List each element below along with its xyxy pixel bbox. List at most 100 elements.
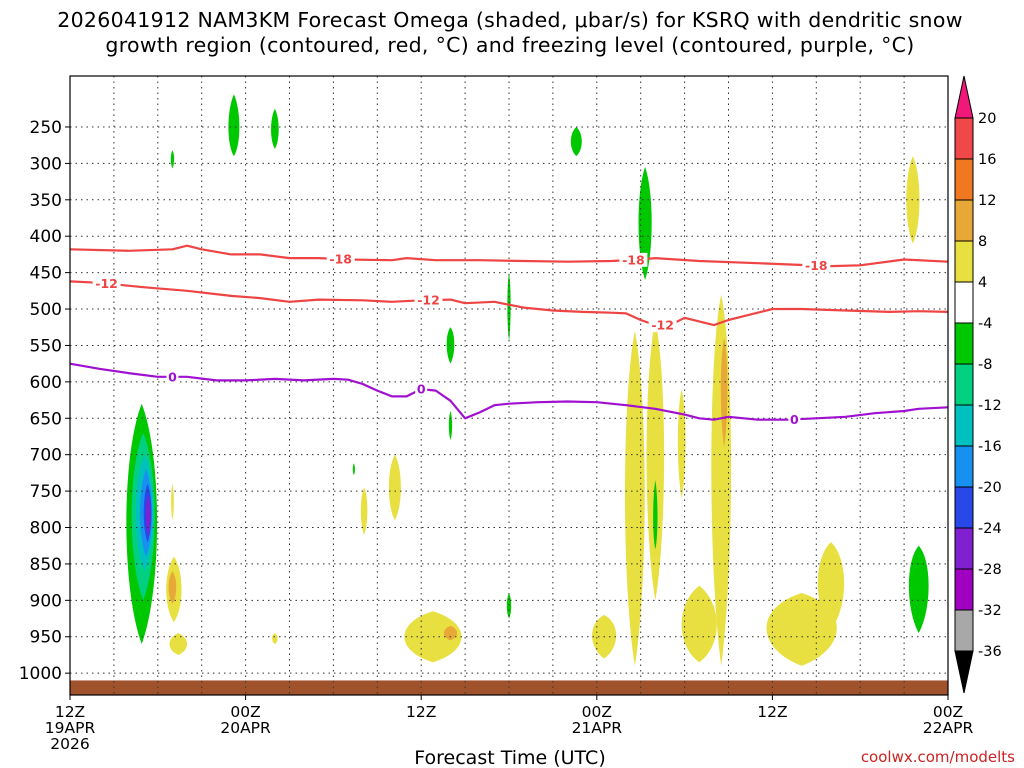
y-tick-label: 450 — [30, 264, 62, 284]
contour-label: 0 — [168, 369, 177, 384]
plot-frame — [69, 75, 949, 696]
omega-region-9 — [352, 463, 355, 476]
omega-region-24 — [443, 625, 458, 641]
colorbar-tick-label: 16 — [978, 152, 996, 168]
colorbar: 20 16 12 8 4 -4 -8 -12 -16 -20 -24 -28 -32 -36 — [954, 75, 1002, 694]
y-tick-label: 800 — [30, 519, 62, 539]
contour-label-bg — [166, 369, 179, 384]
contour-label-bg — [619, 252, 648, 267]
y-tick-label: 650 — [30, 409, 62, 429]
colorbar-tick-label: 8 — [978, 234, 987, 250]
omega-region-21 — [360, 487, 368, 535]
x-tick-label: 12Z — [406, 703, 436, 721]
colorbar-box — [954, 445, 974, 488]
omega-region-3 — [570, 126, 582, 157]
omega-region-30 — [677, 389, 686, 499]
colorbar-box — [954, 363, 974, 406]
omega-region-15 — [146, 494, 151, 535]
colorbar-tick-label: -12 — [978, 398, 1002, 414]
x-tick-label: 2026 — [50, 735, 89, 753]
omega-region-22 — [388, 454, 401, 521]
contour-label-bg — [92, 276, 121, 291]
y-tick-label: 950 — [30, 628, 62, 648]
omega-region-32 — [720, 338, 728, 448]
colorbar-box — [954, 158, 974, 201]
omega-region-25 — [506, 593, 512, 619]
omega-region-23 — [404, 611, 462, 663]
colorbar-tick-label: -28 — [978, 562, 1002, 578]
x-tick-label: 21APR — [572, 719, 623, 737]
y-tick-label: 350 — [30, 191, 62, 211]
contour-label: 0 — [417, 382, 426, 397]
contour-label: -18 — [622, 252, 645, 267]
chart-title-line1: 2026041912 NAM3KM Forecast Omega (shaded… — [57, 8, 963, 32]
contour-label: -18 — [329, 252, 352, 267]
omega-region-33 — [681, 585, 717, 663]
omega-region-18 — [169, 633, 188, 655]
x-tick-label: 00Z — [230, 703, 260, 721]
contour-label-bg — [788, 412, 801, 427]
colorbar-box — [954, 240, 974, 283]
omega-region-0 — [228, 94, 240, 157]
colorbar-box — [954, 117, 974, 160]
gridlines — [69, 76, 949, 695]
omega-region-4 — [638, 167, 652, 280]
y-tick-label: 1000 — [19, 664, 62, 684]
x-tick-label: 19APR — [45, 719, 96, 737]
contour-label-bg — [648, 318, 677, 333]
y-tick-label: 600 — [30, 373, 62, 393]
contour-line-1 — [69, 280, 949, 327]
colorbar-tick-label: -4 — [978, 316, 992, 332]
contour-label: -12 — [95, 276, 118, 291]
colorbar-tick-label: -32 — [978, 603, 1002, 619]
colorbar-tick-label: -16 — [978, 439, 1002, 455]
omega-region-2 — [170, 150, 175, 169]
omega-region-27 — [646, 319, 665, 601]
colorbar-box — [954, 568, 974, 611]
colorbar-tick-label: 12 — [978, 193, 996, 209]
omega-region-17 — [168, 571, 177, 604]
x-tick-label: 20APR — [220, 719, 271, 737]
colorbar-top-triangle — [954, 75, 974, 119]
y-tick-label: 300 — [30, 154, 62, 174]
contour-line-2 — [69, 362, 949, 421]
y-tick-label: 750 — [30, 482, 62, 502]
colorbar-tick-label: -20 — [978, 480, 1002, 496]
contour-label: -12 — [651, 318, 674, 333]
y-tick-label: 850 — [30, 555, 62, 575]
contour-label-bg — [414, 293, 443, 308]
colorbar-box — [954, 322, 974, 365]
colorbar-box — [954, 486, 974, 529]
colorbar-box — [954, 404, 974, 447]
y-tick-label: 250 — [30, 118, 62, 138]
x-tick-label: 00Z — [582, 703, 612, 721]
contour-label: -18 — [805, 258, 828, 273]
colorbar-box — [954, 527, 974, 570]
x-axis-label: Forecast Time (UTC) — [414, 747, 605, 768]
colorbar-tick-label: 4 — [978, 275, 987, 291]
contour-label: 0 — [790, 412, 799, 427]
omega-region-34 — [766, 593, 837, 666]
y-tick-label: 550 — [30, 336, 62, 356]
credit-text: coolwx.com/modelts — [861, 748, 1015, 766]
contour-label-bg — [802, 258, 831, 273]
colorbar-tick-label: 20 — [978, 111, 996, 127]
colorbar-box — [954, 609, 974, 652]
omega-region-19 — [171, 483, 174, 521]
y-tick-label: 700 — [30, 446, 62, 466]
colorbar-tick-label: -24 — [978, 521, 1002, 537]
chart-title-line2: growth region (contoured, red, °C) and f… — [105, 33, 914, 57]
x-tick-label: 12Z — [757, 703, 787, 721]
omega-region-1 — [271, 108, 279, 149]
contour-label-bg — [415, 382, 428, 397]
y-axis-ticks: 250 300 350 400 450 500 550 600 650 700 750 800 850 9… — [19, 118, 70, 684]
contour-label: -12 — [417, 293, 440, 308]
colorbar-box — [954, 199, 974, 242]
omega-region-36 — [908, 545, 929, 634]
colorbar-box — [954, 281, 974, 324]
contour-lines: -18 -18 -18 -12 -12 -12 0 0 0 — [69, 244, 949, 427]
omega-region-8 — [448, 410, 453, 441]
colorbar-tick-label: -36 — [978, 644, 1002, 660]
